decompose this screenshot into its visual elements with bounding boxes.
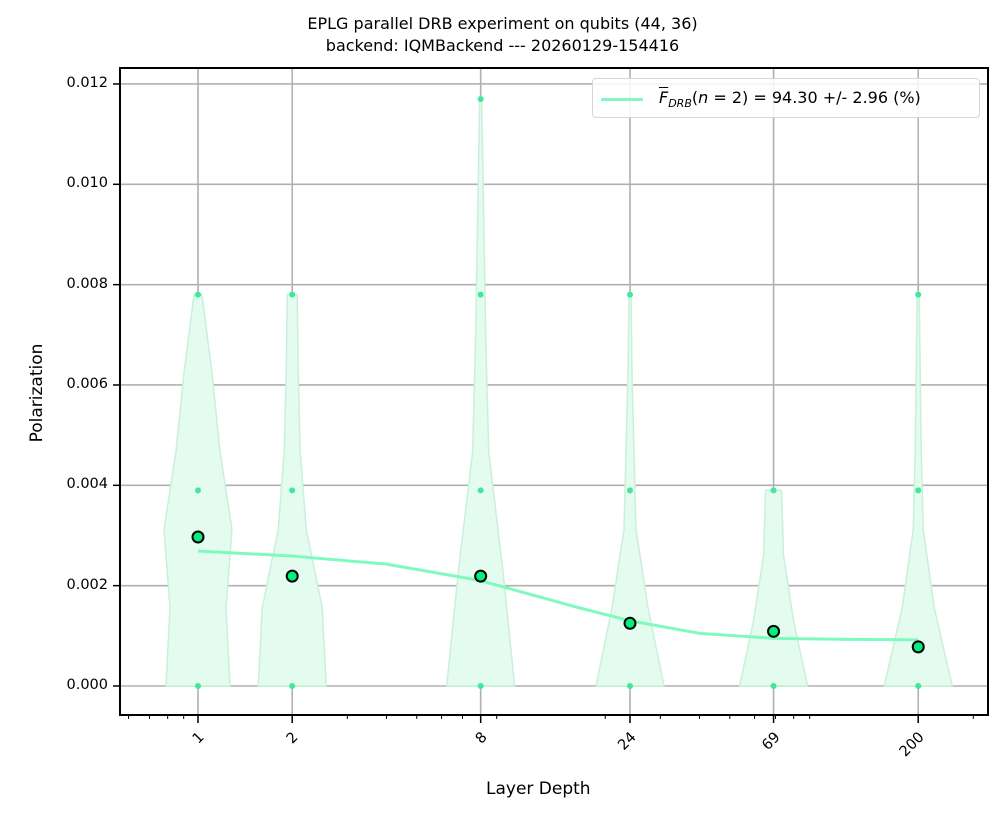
mean-point xyxy=(623,616,637,630)
fit-line xyxy=(197,549,919,642)
y-tick-label: 0.002 xyxy=(66,576,108,593)
sample-dot xyxy=(627,291,634,298)
mean-point xyxy=(285,569,299,583)
mean-markers xyxy=(191,530,925,654)
mean-point xyxy=(474,569,488,583)
sample-dot xyxy=(289,291,296,298)
sample-dot xyxy=(289,487,296,494)
chart-title: EPLG parallel DRB experiment on qubits (… xyxy=(307,14,698,33)
sample-dot xyxy=(627,683,634,689)
sample-dot xyxy=(195,291,201,298)
fit-curve xyxy=(197,549,919,642)
sample-dot xyxy=(195,683,201,689)
sample-dot xyxy=(477,683,484,689)
sample-dot xyxy=(289,683,296,689)
sample-dot xyxy=(477,96,484,103)
y-tick-label: 0.008 xyxy=(66,275,108,292)
legend-line-swatch xyxy=(601,98,643,101)
legend-label: FDRB(n = 2) = 94.30 +/- 2.96 (%) xyxy=(659,88,921,111)
y-tick-label: 0.004 xyxy=(66,476,108,493)
violin xyxy=(445,98,516,687)
sample-dot xyxy=(915,683,922,689)
sample-dots xyxy=(195,96,922,689)
chart-subtitle: backend: IQMBackend --- 20260129-154416 xyxy=(325,36,680,55)
violin-group xyxy=(163,98,953,687)
sample-dot xyxy=(195,487,201,494)
sample-dot xyxy=(915,291,922,298)
sample-dot xyxy=(477,487,484,494)
sample-dot xyxy=(627,487,634,494)
mean-point xyxy=(191,530,205,544)
y-axis-label: Polarization xyxy=(27,343,47,443)
sample-dot xyxy=(477,291,484,298)
legend: FDRB(n = 2) = 94.30 +/- 2.96 (%) xyxy=(592,78,980,118)
sample-dot xyxy=(770,683,777,689)
grid-lines xyxy=(120,68,988,715)
y-tick-label: 0.010 xyxy=(66,175,108,192)
violin xyxy=(738,489,809,687)
mean-point xyxy=(911,640,925,654)
y-tick-label: 0.006 xyxy=(66,375,108,392)
axes-frame xyxy=(113,67,989,723)
y-tick-label: 0.012 xyxy=(66,74,108,91)
sample-dot xyxy=(915,487,922,494)
x-axis-label: Layer Depth xyxy=(486,779,591,799)
sample-dot xyxy=(770,487,777,494)
y-tick-label: 0.000 xyxy=(66,677,108,693)
mean-point xyxy=(767,624,781,638)
